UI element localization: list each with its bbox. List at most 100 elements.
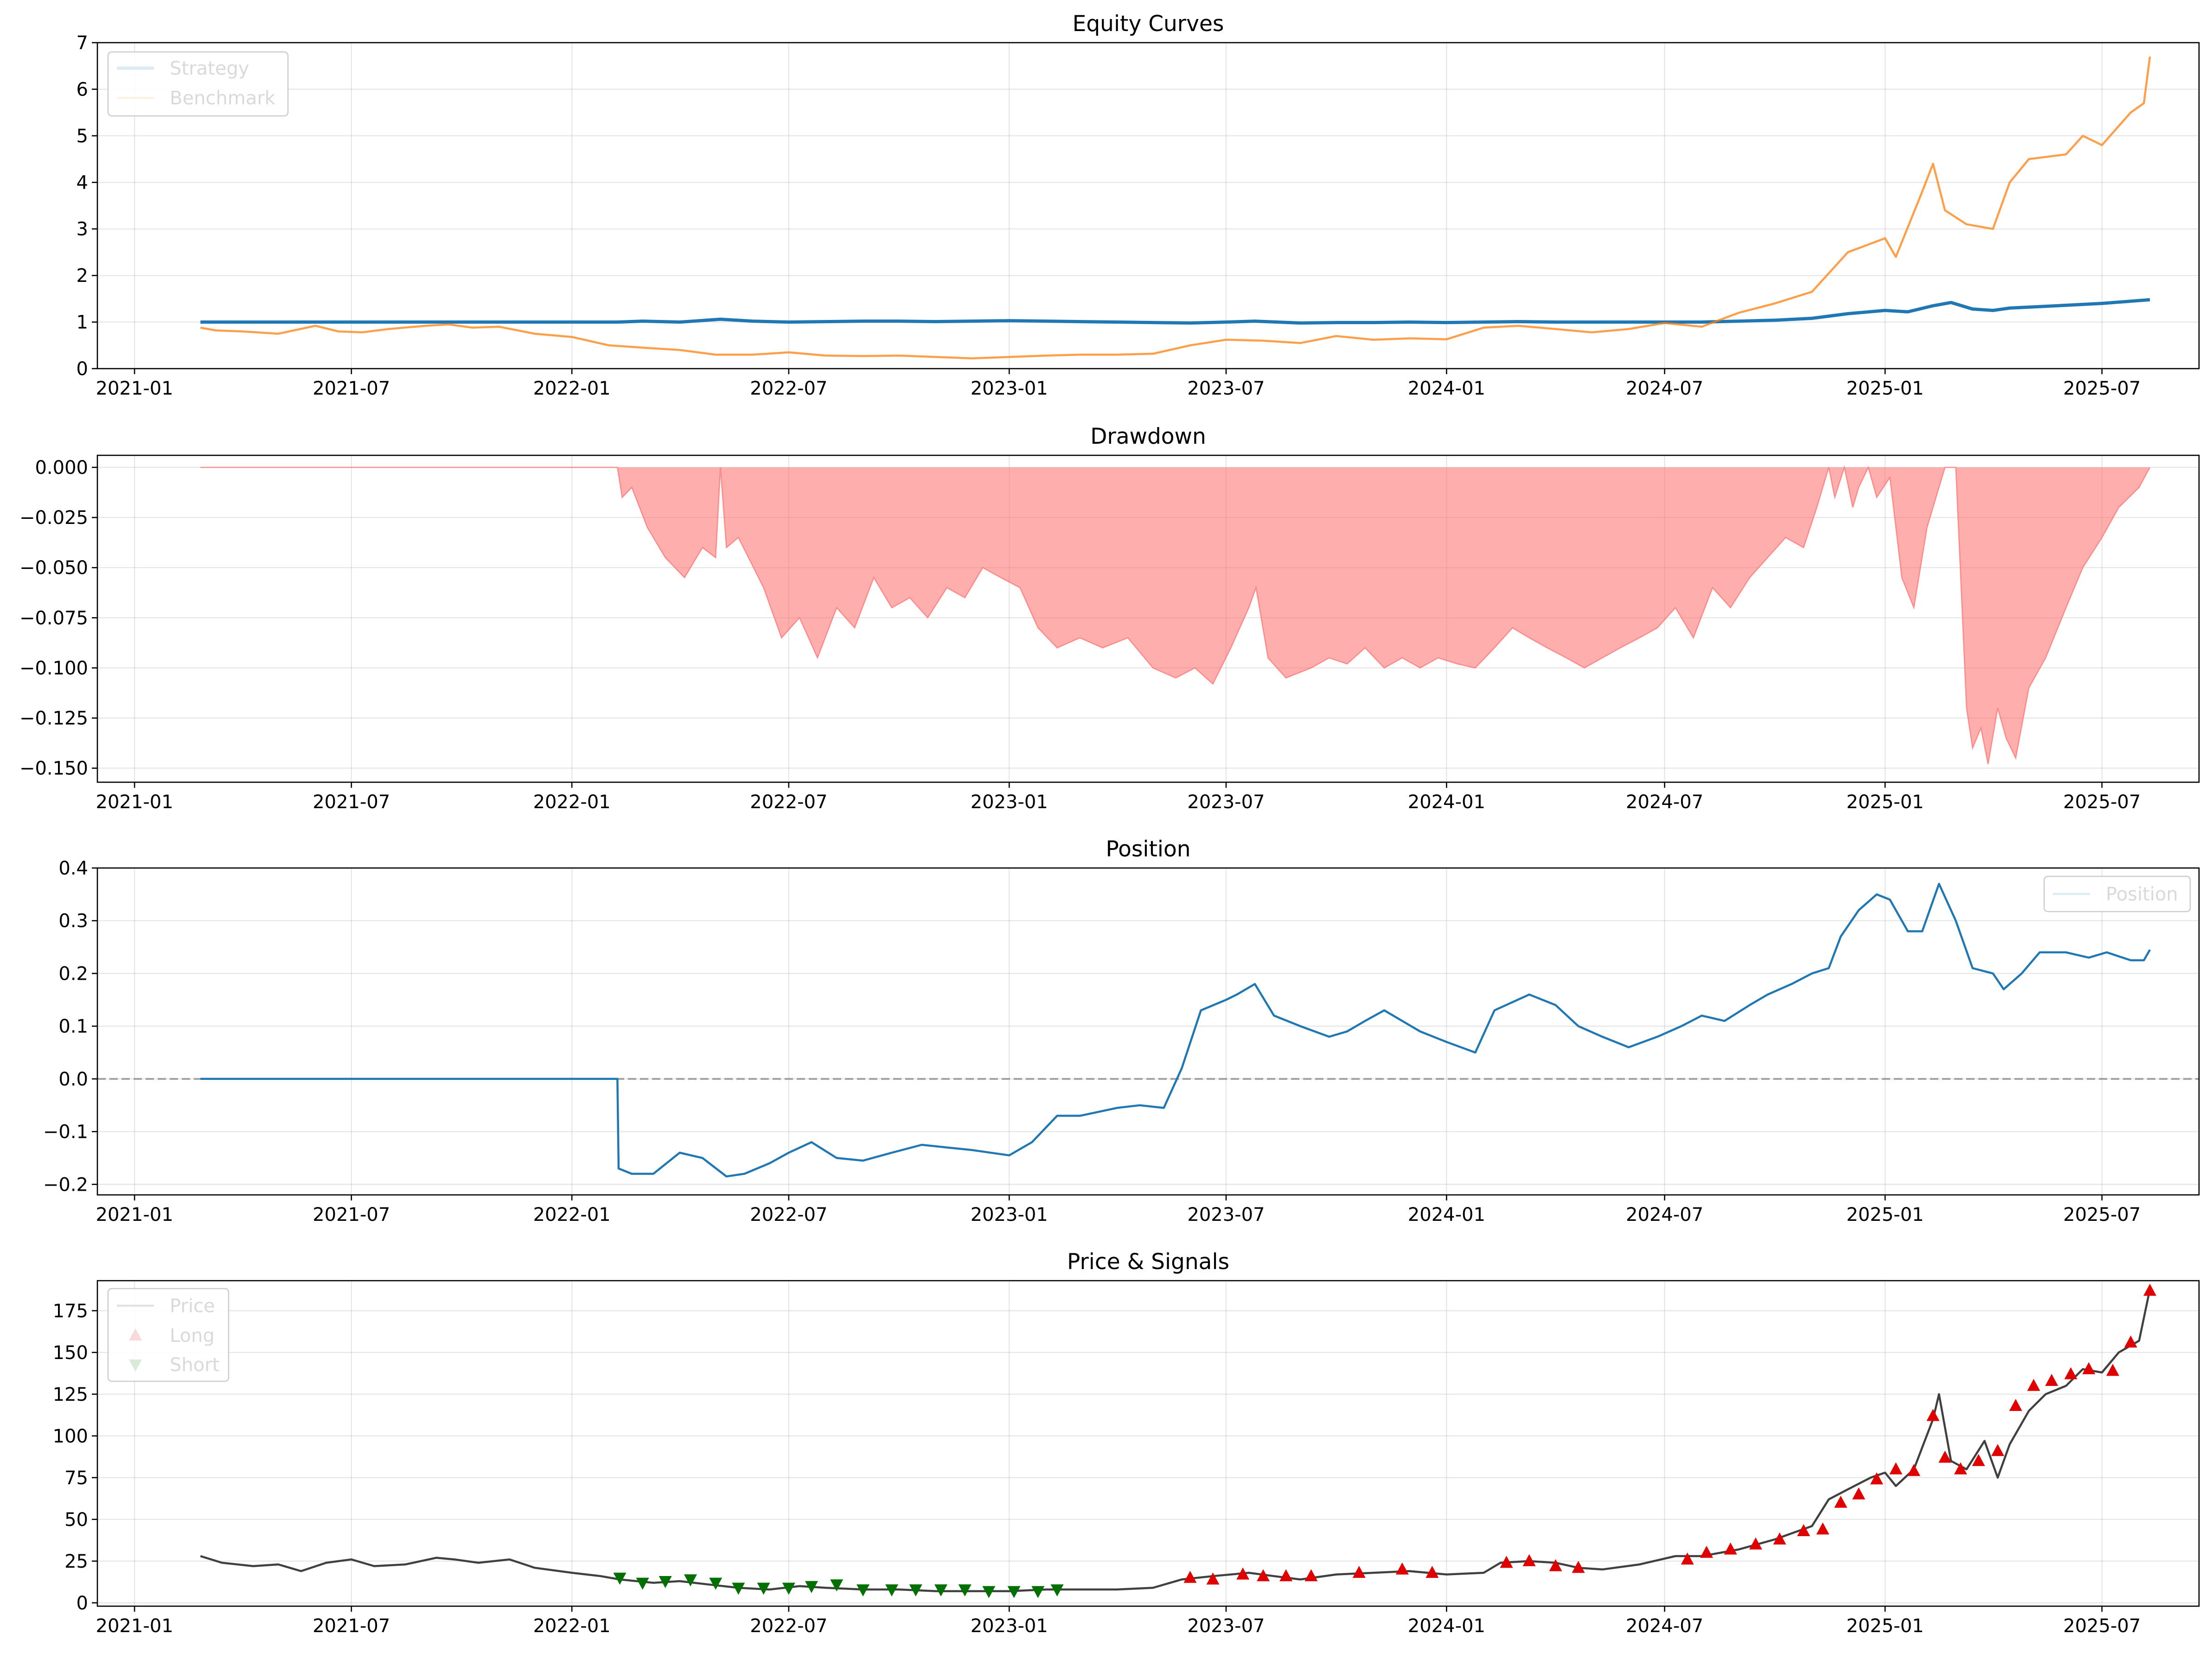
y-tick-label: 3 <box>77 219 88 240</box>
long-signal-marker <box>2064 1367 2078 1379</box>
x-tick-label: 2023-07 <box>1187 1204 1265 1225</box>
x-tick-label: 2024-01 <box>1408 1204 1485 1225</box>
short-signal-marker <box>1031 1586 1045 1598</box>
y-tick-label: −0.125 <box>19 708 88 729</box>
long-signal-marker <box>1304 1569 1318 1582</box>
long-signal-marker <box>1700 1545 1713 1558</box>
x-tick-label: 2021-07 <box>313 1204 390 1225</box>
short-signal-marker <box>1050 1584 1064 1596</box>
y-tick-label: −0.100 <box>19 657 88 679</box>
legend-box <box>107 51 289 117</box>
x-tick-label: 2025-07 <box>2063 1615 2141 1637</box>
y-tick-label: 50 <box>64 1509 88 1531</box>
long-signal-marker <box>1236 1567 1250 1580</box>
benchmark-line <box>200 56 2151 360</box>
x-tick-label: 2022-07 <box>750 378 827 399</box>
legend-box <box>2043 875 2191 913</box>
short-signal-marker <box>885 1584 899 1596</box>
grid <box>97 1281 2199 1606</box>
x-tick-label: 2025-07 <box>2063 791 2141 813</box>
long-signal-marker <box>1797 1524 1810 1536</box>
x-tick-label: 2025-01 <box>1846 1204 1924 1225</box>
drawdown-area <box>200 467 2150 765</box>
short-signal-marker <box>934 1584 948 1596</box>
x-tick-label: 2025-01 <box>1846 1615 1924 1637</box>
y-tick-label: −0.1 <box>43 1122 88 1143</box>
long-signal-marker <box>1972 1454 1985 1466</box>
x-tick-label: 2022-01 <box>533 1204 611 1225</box>
short-signal-marker <box>958 1584 972 1596</box>
y-tick-label: 0 <box>77 1593 88 1614</box>
axes-frame <box>96 42 2200 370</box>
y-tick-label: −0.150 <box>19 758 88 779</box>
x-tick-label: 2025-07 <box>2063 378 2141 399</box>
long-signal-marker <box>1954 1462 1967 1474</box>
y-tick-label: 75 <box>64 1468 88 1489</box>
x-tick-label: 2021-07 <box>313 1615 390 1637</box>
y-tick-label: 0.2 <box>58 963 88 984</box>
x-tick-label: 2021-01 <box>96 1615 173 1637</box>
chart-title: Position <box>1106 836 1191 862</box>
x-tick-label: 2025-07 <box>2063 1204 2141 1225</box>
y-tick-label: 100 <box>53 1426 88 1447</box>
long-signal-marker <box>1572 1561 1585 1573</box>
x-tick-label: 2021-01 <box>96 1204 173 1225</box>
short-signal-marker <box>658 1576 672 1588</box>
long-signal-marker <box>1773 1532 1786 1545</box>
y-tick-label: 150 <box>53 1342 88 1364</box>
short-signal-marker <box>636 1577 649 1590</box>
position-plot-area <box>97 882 2199 1178</box>
y-tick-label: −0.075 <box>19 607 88 629</box>
axes-frame <box>96 867 2200 1196</box>
long-signal-marker <box>1938 1450 1952 1463</box>
long-signal-marker <box>1991 1444 2004 1456</box>
x-tick-label: 2021-01 <box>96 791 173 813</box>
short-signal-marker <box>732 1583 745 1595</box>
long-signal-marker <box>2143 1283 2157 1296</box>
x-tick-label: 2023-01 <box>971 791 1048 813</box>
chart-title: Drawdown <box>1090 424 1206 449</box>
chart-title: Price & Signals <box>1067 1249 1229 1275</box>
short-signal-marker <box>757 1583 770 1595</box>
long-signal-marker <box>2045 1374 2059 1386</box>
long-signal-marker <box>1257 1569 1270 1582</box>
long-signal-marker <box>1500 1556 1513 1568</box>
long-signal-marker <box>2027 1379 2040 1391</box>
long-signal-marker <box>1852 1487 1866 1500</box>
drawdown-line <box>200 465 2151 765</box>
short-signal-marker <box>782 1583 795 1595</box>
price-line <box>200 1289 2151 1592</box>
strategy-line <box>200 298 2150 325</box>
y-tick-label: −0.050 <box>19 557 88 579</box>
x-tick-label: 2024-07 <box>1626 1204 1703 1225</box>
x-tick-label: 2023-07 <box>1187 791 1265 813</box>
x-tick-label: 2022-07 <box>750 1204 827 1225</box>
long-signal-marker <box>2009 1399 2022 1411</box>
x-tick-label: 2022-01 <box>533 791 611 813</box>
x-tick-label: 2022-07 <box>750 791 827 813</box>
long-signal-marker <box>1889 1462 1903 1474</box>
long-signal-marker <box>1549 1559 1562 1571</box>
short-signal-marker <box>909 1584 922 1596</box>
y-tick-label: 0.000 <box>35 457 88 479</box>
axes-frame <box>96 454 2200 783</box>
x-tick-label: 2021-01 <box>96 378 173 399</box>
y-tick-label: 5 <box>77 126 88 147</box>
short-signal-marker <box>830 1579 844 1592</box>
y-tick-label: 7 <box>77 32 88 54</box>
equity-panel: 2021-01 2021-07 2022-01 2022-07 2023-01 2023-… <box>77 11 2200 399</box>
x-tick-label: 2025-01 <box>1846 378 1924 399</box>
long-signal-marker <box>1206 1572 1220 1585</box>
long-signal-marker <box>1352 1566 1366 1578</box>
x-tick-label: 2023-01 <box>971 1204 1048 1225</box>
x-tick-label: 2023-07 <box>1187 1615 1265 1637</box>
equity-plot-area <box>200 56 2151 360</box>
short-signal-marker <box>857 1584 870 1596</box>
long-signal-marker <box>1816 1522 1829 1535</box>
short-signal-marker <box>709 1577 722 1590</box>
x-tick-label: 2025-01 <box>1846 791 1924 813</box>
long-signal-marker <box>1907 1464 1921 1476</box>
long-signal-marker <box>1522 1554 1536 1566</box>
position-line <box>200 882 2151 1178</box>
